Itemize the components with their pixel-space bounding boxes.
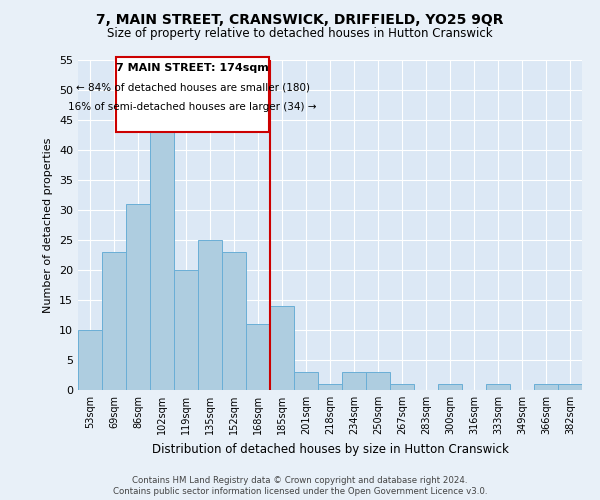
X-axis label: Distribution of detached houses by size in Hutton Cranswick: Distribution of detached houses by size … — [152, 442, 508, 456]
Bar — [294, 372, 318, 390]
Text: Size of property relative to detached houses in Hutton Cranswick: Size of property relative to detached ho… — [107, 28, 493, 40]
Bar — [174, 270, 198, 390]
Text: 7, MAIN STREET, CRANSWICK, DRIFFIELD, YO25 9QR: 7, MAIN STREET, CRANSWICK, DRIFFIELD, YO… — [96, 12, 504, 26]
Text: Contains HM Land Registry data © Crown copyright and database right 2024.: Contains HM Land Registry data © Crown c… — [132, 476, 468, 485]
Bar — [246, 324, 270, 390]
Bar — [318, 384, 342, 390]
Bar — [534, 384, 558, 390]
Y-axis label: Number of detached properties: Number of detached properties — [43, 138, 53, 312]
Bar — [150, 126, 174, 390]
Text: 7 MAIN STREET: 174sqm: 7 MAIN STREET: 174sqm — [116, 63, 269, 73]
Bar — [438, 384, 462, 390]
Text: 16% of semi-detached houses are larger (34) →: 16% of semi-detached houses are larger (… — [68, 102, 317, 112]
Bar — [126, 204, 150, 390]
Bar — [342, 372, 366, 390]
Bar — [102, 252, 126, 390]
Text: ← 84% of detached houses are smaller (180): ← 84% of detached houses are smaller (18… — [76, 83, 310, 93]
Bar — [558, 384, 582, 390]
Bar — [222, 252, 246, 390]
Text: Contains public sector information licensed under the Open Government Licence v3: Contains public sector information licen… — [113, 488, 487, 496]
FancyBboxPatch shape — [116, 57, 269, 132]
Bar — [270, 306, 294, 390]
Bar — [486, 384, 510, 390]
Bar — [366, 372, 390, 390]
Bar — [78, 330, 102, 390]
Bar — [198, 240, 222, 390]
Bar — [390, 384, 414, 390]
